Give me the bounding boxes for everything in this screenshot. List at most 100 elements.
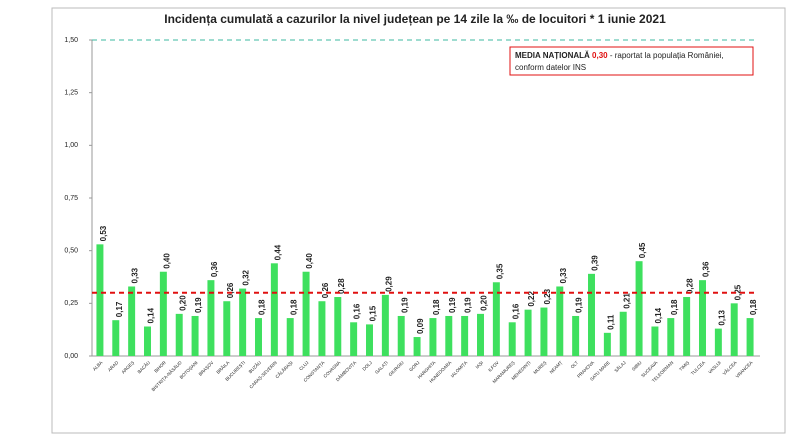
x-tick-label: BUZĂU xyxy=(247,359,262,374)
x-tick-label: ARGEȘ xyxy=(121,360,136,375)
bar xyxy=(334,297,342,356)
bar xyxy=(667,318,675,356)
x-tick-label: OLT xyxy=(570,360,580,370)
value-label: 0,18 xyxy=(289,299,298,315)
annotation-title: MEDIA NAȚIONALĂ xyxy=(515,51,590,60)
x-tick-label: SIBIU xyxy=(631,360,643,372)
bar xyxy=(397,315,405,356)
annotation-value: 0,30 xyxy=(592,51,608,60)
x-tick-label: ARAD xyxy=(107,359,120,372)
x-tick-label: ILFOV xyxy=(487,360,500,373)
bar xyxy=(255,318,262,356)
bar xyxy=(207,280,215,356)
bar xyxy=(714,328,722,356)
value-label: 0,33 xyxy=(131,267,140,283)
bar xyxy=(286,318,294,356)
x-tick-label: GORJ xyxy=(408,360,420,372)
value-label: 0,14 xyxy=(147,307,156,323)
bar xyxy=(746,318,754,356)
y-tick-label: 0,75 xyxy=(64,195,78,202)
value-label: 0,09 xyxy=(416,318,425,334)
bar xyxy=(128,286,136,356)
x-tick-label: GALAȚI xyxy=(374,360,389,375)
value-label: 0,22 xyxy=(527,291,536,307)
bar xyxy=(603,332,611,356)
x-tick-label: VASLUI xyxy=(707,360,722,375)
y-tick-label: 0,25 xyxy=(64,300,78,307)
value-label: 0,18 xyxy=(670,299,679,315)
value-label: 0,17 xyxy=(115,301,124,317)
value-label: 0,36 xyxy=(702,261,711,277)
value-label: 0,19 xyxy=(464,297,473,313)
y-tick-label: 1,00 xyxy=(64,142,78,149)
y-tick-label: 0,50 xyxy=(64,248,78,255)
value-label: 0,20 xyxy=(480,295,489,311)
y-tick-label: 1,25 xyxy=(64,90,78,97)
frame xyxy=(51,7,786,434)
y-tick-label: 0,00 xyxy=(64,353,78,360)
value-label: 0,19 xyxy=(448,297,457,313)
x-tick-label: BIHOR xyxy=(153,359,167,373)
value-label: 0,13 xyxy=(717,309,726,325)
bar xyxy=(492,282,500,356)
value-label: 0,19 xyxy=(400,297,409,313)
value-label: 0,28 xyxy=(337,278,346,294)
bar xyxy=(540,307,548,356)
bar xyxy=(112,320,120,356)
value-label: 0,44 xyxy=(273,244,282,260)
value-label: 0,36 xyxy=(210,261,219,277)
bar xyxy=(572,315,580,356)
value-label: 0,20 xyxy=(178,295,187,311)
annotation-text: conform datelor INS xyxy=(515,63,586,72)
bar xyxy=(477,313,484,356)
x-tick-label: SĂLAJ xyxy=(613,359,627,373)
bar xyxy=(730,303,738,356)
value-label: 0,18 xyxy=(749,299,758,315)
value-label: 0,35 xyxy=(495,263,504,279)
bar xyxy=(381,294,389,356)
bar xyxy=(413,337,421,356)
x-tick-label: BRAȘOV xyxy=(198,360,215,377)
annotation: MEDIA NAȚIONALĂ 0,30 - raportat la popul… xyxy=(515,51,724,60)
value-label: 0,39 xyxy=(591,255,600,271)
value-label: 0,18 xyxy=(432,299,441,315)
bar xyxy=(461,315,469,356)
bar xyxy=(350,322,358,356)
value-label: 0,40 xyxy=(162,253,171,269)
x-tick-label: IAȘI xyxy=(474,360,484,370)
bar xyxy=(239,288,247,356)
value-label: 0,53 xyxy=(99,225,108,241)
bar xyxy=(635,261,643,356)
x-tick-label: DOLJ xyxy=(361,360,373,372)
value-label: 0,26 xyxy=(226,282,235,298)
annotation-box xyxy=(509,46,754,76)
value-label: 0,32 xyxy=(242,269,251,285)
x-tick-label: VRANCEA xyxy=(735,360,754,379)
value-label: 0,23 xyxy=(543,288,552,304)
x-tick-label: GIURGIU xyxy=(388,360,405,377)
bar xyxy=(556,286,564,356)
bar xyxy=(144,326,151,356)
value-label: 0,33 xyxy=(559,267,568,283)
bar xyxy=(429,318,437,356)
x-tick-label: BRĂILA xyxy=(215,359,231,375)
value-label: 0,29 xyxy=(384,276,393,292)
bar xyxy=(445,315,453,356)
bar xyxy=(651,326,659,356)
bar xyxy=(175,313,183,356)
bar xyxy=(302,271,310,356)
x-tick-label: TIMIȘ xyxy=(678,360,690,372)
bar xyxy=(96,244,104,356)
value-label: 0,26 xyxy=(321,282,330,298)
bar xyxy=(699,280,706,356)
value-label: 0,40 xyxy=(305,253,314,269)
value-label: 0,16 xyxy=(353,303,362,319)
bar xyxy=(524,309,532,356)
value-label: 0,18 xyxy=(258,299,267,315)
x-tick-label: IALOMIȚA xyxy=(450,360,468,378)
bar xyxy=(508,322,516,356)
x-tick-label: ALBA xyxy=(92,360,104,372)
bar xyxy=(318,301,326,356)
x-tick-label: MUREȘ xyxy=(532,360,547,375)
